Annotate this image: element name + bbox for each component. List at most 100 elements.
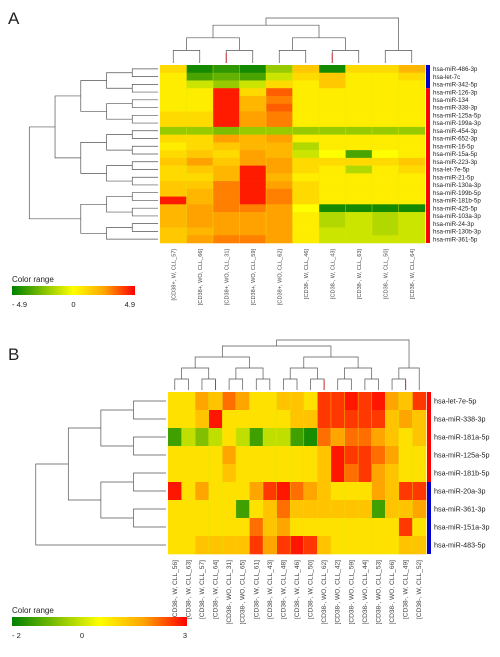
- a-cell-hsa-mir-130a-3p-5: [292, 181, 320, 190]
- b-cell-hsa-let-7e-5p-18: [412, 392, 427, 411]
- a-cell-hsa-mir-21-5p-0: [160, 173, 187, 182]
- a-cell-hsa-mir-15a-5p-3: [239, 150, 267, 159]
- b-cell-hsa-mir-181a-5p-16: [385, 428, 400, 447]
- b-cell-hsa-mir-151a-3p-11: [317, 518, 332, 537]
- a-cell-hsa-mir-454-3p-7: [345, 126, 373, 135]
- a-cell-hsa-mir-652-3p-7: [345, 134, 373, 143]
- a-legend-title: Color range: [12, 275, 54, 284]
- b-cell-hsa-mir-181a-5p-17: [398, 428, 413, 447]
- a-row-label-hsa-mir-181b-5p: hsa-miR-181b-5p: [433, 198, 481, 205]
- b-cell-hsa-mir-181b-5p-16: [385, 464, 400, 483]
- a-cell-hsa-mir-652-3p-5: [292, 134, 320, 143]
- a-cell-hsa-let-7c-4: [266, 72, 293, 81]
- a-cell-hsa-mir-652-3p-9: [398, 134, 426, 143]
- a-cell-hsa-mir-652-3p-1: [186, 134, 214, 143]
- a-cell-hsa-mir-199b-5p-9: [398, 188, 426, 197]
- panel-b-label: B: [8, 345, 19, 364]
- b-cell-hsa-mir-20a-3p-9: [290, 482, 305, 501]
- a-cell-hsa-mir-181b-5p-0: [160, 196, 187, 205]
- a-cell-hsa-let-7c-0: [160, 72, 187, 81]
- b-cell-hsa-mir-181a-5p-0: [168, 428, 182, 447]
- a-cell-hsa-mir-223-3p-2: [213, 157, 240, 166]
- a-cell-hsa-mir-199a-3p-7: [345, 119, 373, 128]
- b-row-dendro-branch-1: [133, 436, 166, 456]
- b-cell-hsa-mir-181a-5p-12: [330, 428, 345, 447]
- a-cell-hsa-mir-130b-3p-2: [213, 227, 240, 236]
- a-cell-hsa-mir-15a-5p-7: [345, 150, 373, 159]
- b-cell-hsa-mir-338-3p-15: [371, 410, 386, 429]
- b-cell-hsa-mir-151a-3p-10: [303, 518, 318, 537]
- b-cell-hsa-mir-181a-5p-2: [195, 428, 210, 447]
- a-row-dendro-branch-2: [131, 99, 158, 108]
- a-cell-hsa-mir-16-5p-3: [239, 142, 267, 151]
- a-cell-hsa-mir-24-3p-0: [160, 219, 187, 228]
- a-row-label-hsa-mir-103a-3p: hsa-miR-103a-3p: [433, 213, 481, 220]
- a-cell-hsa-mir-454-3p-3: [239, 126, 267, 135]
- b-cell-hsa-mir-20a-3p-17: [398, 482, 413, 501]
- a-row-label-hsa-let-7e-5p: hsa-let-7e-5p: [433, 167, 470, 174]
- a-cell-hsa-mir-454-3p-0: [160, 126, 187, 135]
- a-cell-hsa-mir-103a-3p-7: [345, 212, 373, 221]
- a-cell-hsa-mir-103a-3p-6: [319, 212, 346, 221]
- a-cell-hsa-mir-126-3p-9: [398, 88, 426, 97]
- a-cell-hsa-mir-425-5p-6: [319, 204, 346, 213]
- a-col-label-2: [CD38+, WO, CLL_31]: [224, 249, 230, 306]
- a-row-dendro-branch-20: [54, 95, 81, 159]
- b-cell-hsa-mir-338-3p-6: [249, 410, 264, 429]
- b-cell-hsa-mir-125a-5p-10: [303, 446, 318, 465]
- a-cell-hsa-mir-24-3p-4: [266, 219, 293, 228]
- a-cell-hsa-mir-652-3p-6: [319, 134, 346, 143]
- a-cell-hsa-mir-223-3p-1: [186, 157, 214, 166]
- b-cell-hsa-mir-338-3p-9: [290, 410, 305, 429]
- b-col-label-0: [CD38-, W, CLL_56]: [172, 560, 179, 619]
- b-cell-hsa-mir-181b-5p-9: [290, 464, 305, 483]
- a-cell-hsa-mir-454-3p-6: [319, 126, 346, 135]
- b-cell-hsa-mir-361-3p-14: [358, 500, 372, 519]
- b-cell-hsa-let-7e-5p-1: [181, 392, 196, 411]
- b-cell-hsa-mir-483-5p-9: [290, 536, 305, 555]
- b-cell-hsa-mir-483-5p-15: [371, 536, 386, 555]
- a-cell-hsa-let-7e-5p-4: [266, 165, 293, 174]
- b-cell-hsa-mir-181a-5p-8: [276, 428, 291, 447]
- b-col-dendro-branch-10: [235, 367, 264, 379]
- a-cell-hsa-mir-199b-5p-4: [266, 188, 293, 197]
- a-row-dendro-branch-17: [80, 80, 107, 112]
- a-cell-hsa-mir-338-3p-8: [372, 103, 399, 112]
- a-col-dendro-branch-7: [212, 24, 320, 38]
- a-cell-hsa-mir-181b-5p-2: [213, 196, 240, 205]
- a-cell-hsa-mir-130a-3p-7: [345, 181, 373, 190]
- a-cell-hsa-mir-21-5p-3: [239, 173, 267, 182]
- a-cell-hsa-mir-130b-3p-0: [160, 227, 187, 236]
- a-cell-hsa-mir-425-5p-8: [372, 204, 399, 213]
- b-cell-hsa-mir-181a-5p-15: [371, 428, 386, 447]
- b-cell-hsa-mir-361-3p-10: [303, 500, 318, 519]
- a-cell-hsa-mir-486-3p-3: [239, 65, 267, 74]
- a-cell-hsa-mir-342-5p-8: [372, 80, 399, 89]
- b-cell-hsa-mir-483-5p-13: [344, 536, 359, 555]
- b-cell-hsa-mir-361-3p-16: [385, 500, 400, 519]
- a-cell-hsa-mir-199a-3p-9: [398, 119, 426, 128]
- b-col-dendro-branch-0: [174, 378, 189, 390]
- a-row-label-hsa-mir-16-5p: hsa-miR-16-5p: [433, 143, 474, 150]
- a-cell-hsa-mir-21-5p-6: [319, 173, 346, 182]
- a-cell-hsa-let-7e-5p-2: [213, 165, 240, 174]
- b-cell-hsa-mir-125a-5p-5: [235, 446, 250, 465]
- a-cell-hsa-mir-130a-3p-1: [186, 181, 214, 190]
- a-cell-hsa-mir-199a-3p-3: [239, 119, 267, 128]
- b-cell-hsa-mir-151a-3p-5: [235, 518, 250, 537]
- a-cell-hsa-mir-103a-3p-4: [266, 212, 293, 221]
- b-cell-hsa-mir-125a-5p-6: [249, 446, 264, 465]
- a-cell-hsa-mir-21-5p-2: [213, 173, 240, 182]
- b-col-dendro-branch-14: [194, 356, 250, 368]
- a-row-label-hsa-mir-486-3p: hsa-miR-486-3p: [433, 66, 478, 73]
- b-col-label-9: [CD38-, W, CLL_46]: [294, 560, 301, 619]
- b-row-label-hsa-mir-361-3p: hsa-miR-361-3p: [434, 505, 486, 514]
- a-legend-tick-2: 4.9: [125, 300, 135, 309]
- a-row-label-hsa-mir-454-3p: hsa-miR-454-3p: [433, 128, 478, 135]
- b-cell-hsa-mir-151a-3p-6: [249, 518, 264, 537]
- a-cell-hsa-mir-199a-3p-5: [292, 119, 320, 128]
- a-cell-hsa-mir-130b-3p-3: [239, 227, 267, 236]
- a-cell-hsa-mir-454-3p-1: [186, 126, 214, 135]
- a-cell-hsa-mir-342-5p-4: [266, 80, 293, 89]
- b-cell-hsa-mir-181b-5p-14: [358, 464, 372, 483]
